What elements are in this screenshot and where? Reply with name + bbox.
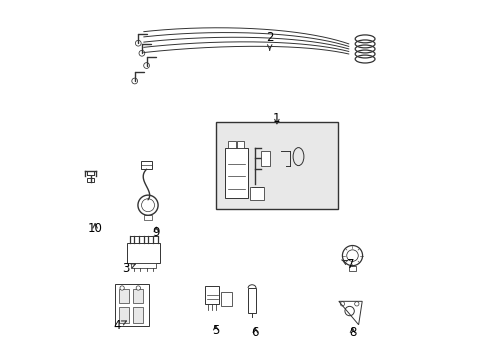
Bar xyxy=(260,151,269,166)
Bar xyxy=(204,286,219,304)
Text: 5: 5 xyxy=(212,324,219,337)
Bar xyxy=(133,307,142,323)
Bar xyxy=(141,161,152,169)
Bar xyxy=(237,141,244,148)
Text: 2: 2 xyxy=(265,31,273,50)
Text: 6: 6 xyxy=(251,327,259,339)
Text: 1: 1 xyxy=(273,112,280,125)
Circle shape xyxy=(120,286,124,290)
Bar xyxy=(118,289,128,303)
Bar xyxy=(224,148,247,198)
Bar xyxy=(247,288,256,313)
Circle shape xyxy=(136,286,140,290)
Bar xyxy=(127,243,160,263)
Bar xyxy=(249,187,264,200)
Bar xyxy=(87,178,94,182)
Text: 7: 7 xyxy=(341,258,354,271)
Text: 3: 3 xyxy=(122,262,135,275)
Text: 4: 4 xyxy=(113,319,126,332)
Bar xyxy=(118,307,128,323)
Bar xyxy=(221,292,231,306)
Bar xyxy=(228,141,235,148)
Bar xyxy=(115,284,149,326)
Bar xyxy=(215,122,337,209)
Bar xyxy=(348,266,355,271)
Text: 9: 9 xyxy=(152,226,160,239)
Text: 10: 10 xyxy=(87,222,102,235)
Text: 8: 8 xyxy=(348,327,355,339)
Bar xyxy=(133,289,142,303)
Bar xyxy=(131,263,156,268)
Bar xyxy=(144,215,151,220)
